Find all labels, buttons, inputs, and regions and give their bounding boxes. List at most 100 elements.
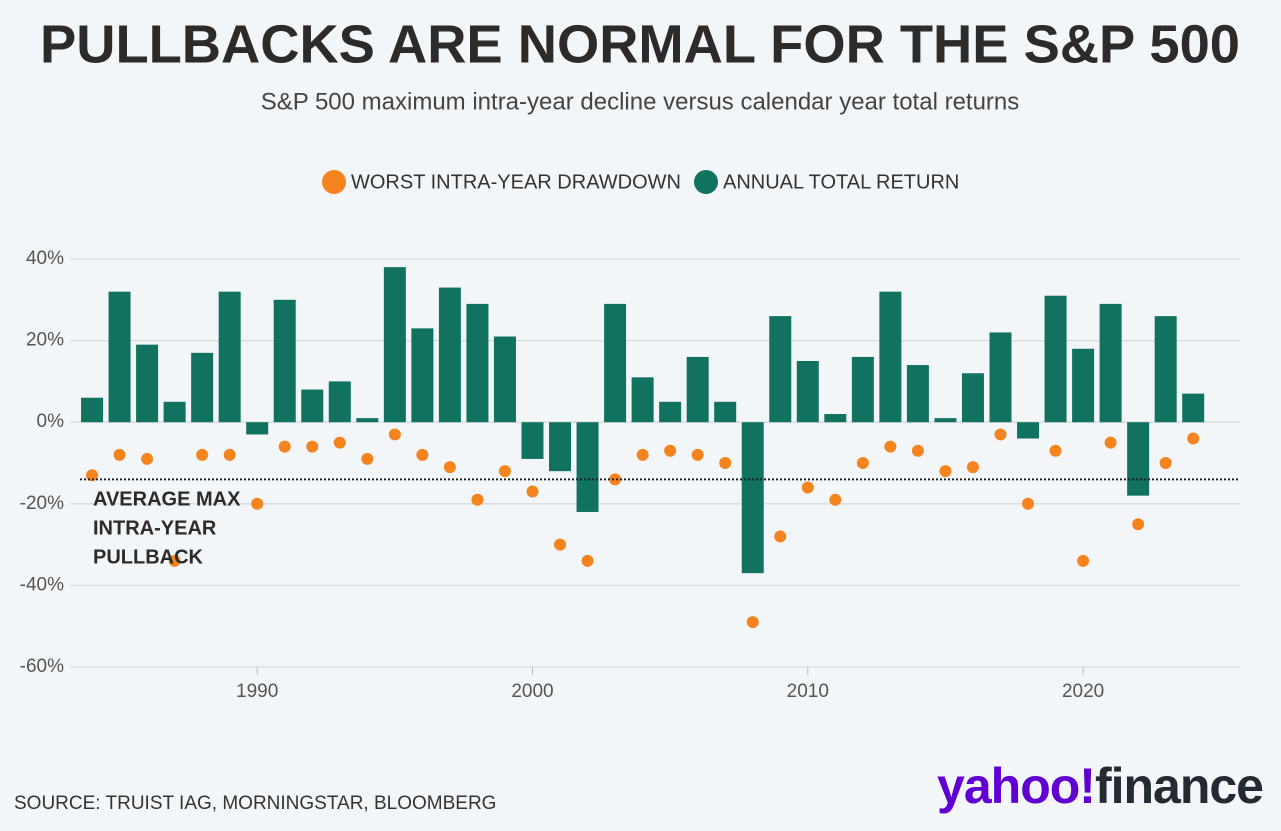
bar <box>1017 422 1040 439</box>
dot <box>278 440 291 453</box>
logo-part: yahoo! <box>937 758 1095 814</box>
x-tick-label: 2000 <box>511 681 553 702</box>
bar <box>301 389 324 423</box>
dot <box>801 481 814 494</box>
dot <box>333 436 346 449</box>
dot <box>86 469 99 482</box>
x-tick-label: 2020 <box>1062 681 1104 702</box>
dot <box>609 473 622 486</box>
bar <box>686 356 709 423</box>
bar <box>1044 295 1067 423</box>
dot <box>498 465 511 478</box>
legend-marker <box>322 170 346 194</box>
bar <box>466 303 489 423</box>
dot <box>1187 432 1200 445</box>
bar <box>383 267 406 423</box>
dot <box>636 448 649 461</box>
bar <box>328 381 351 423</box>
bar <box>1127 422 1150 496</box>
bar <box>659 401 682 423</box>
bar <box>714 401 737 423</box>
bar <box>108 291 131 423</box>
y-tick-label: -60% <box>20 656 64 677</box>
dot <box>416 448 429 461</box>
dot <box>1159 457 1172 469</box>
bar <box>604 303 627 423</box>
dot <box>141 452 154 465</box>
dot <box>966 461 979 474</box>
dot <box>471 493 484 506</box>
dot <box>388 428 401 441</box>
dot <box>443 461 456 474</box>
dot <box>1049 444 1062 457</box>
logo-part: finance <box>1095 758 1263 814</box>
bar <box>549 422 572 472</box>
bar <box>824 414 847 423</box>
annotation: AVERAGE MAX <box>93 488 241 510</box>
legend-marker <box>694 170 718 194</box>
dot <box>581 554 594 567</box>
dot <box>664 444 677 457</box>
bar <box>356 418 379 423</box>
dot <box>746 616 759 629</box>
legend-label: WORST INTRA-YEAR DRAWDOWN <box>351 171 681 193</box>
dot <box>911 444 924 457</box>
bar <box>1072 348 1095 423</box>
source: SOURCE: TRUIST IAG, MORNINGSTAR, BLOOMBE… <box>14 793 496 814</box>
bar <box>81 397 104 423</box>
bar <box>879 291 902 423</box>
bar <box>1154 316 1177 423</box>
bar <box>741 422 764 574</box>
bar <box>989 332 1012 423</box>
chart-title: PULLBACKS ARE NORMAL FOR THE S&P 500 <box>40 14 1240 74</box>
dot <box>774 530 787 543</box>
dot <box>856 457 869 469</box>
bar <box>136 344 159 423</box>
bar <box>576 422 599 512</box>
bar <box>934 418 957 423</box>
logo: yahoo!finance <box>937 758 1263 814</box>
bar <box>218 291 241 423</box>
dot <box>994 428 1007 441</box>
dot <box>1077 554 1090 567</box>
y-tick-label: 0% <box>37 411 65 432</box>
bar <box>1099 303 1122 423</box>
x-tick-label: 1990 <box>236 681 278 702</box>
bar <box>906 365 929 423</box>
dot <box>1022 497 1035 510</box>
dot <box>306 440 319 453</box>
bar <box>851 356 874 423</box>
dot <box>884 440 897 453</box>
dot <box>719 457 732 469</box>
bar <box>191 352 214 423</box>
y-tick-label: -40% <box>20 574 64 595</box>
bar <box>961 373 984 423</box>
dot <box>223 448 236 461</box>
bar <box>438 287 461 423</box>
dot <box>1132 518 1145 531</box>
bar <box>521 422 544 459</box>
chart-subtitle: S&P 500 maximum intra-year decline versu… <box>261 88 1020 115</box>
dot <box>554 538 567 551</box>
dot <box>196 448 209 461</box>
dot <box>113 448 126 461</box>
x-tick-label: 2010 <box>787 681 829 702</box>
annotation: INTRA-YEAR <box>93 517 217 539</box>
dot <box>829 493 842 506</box>
dot <box>691 448 704 461</box>
dot <box>1104 436 1117 449</box>
annotation: PULLBACK <box>93 546 204 568</box>
bar <box>411 328 434 423</box>
bar <box>273 299 296 423</box>
y-tick-label: 40% <box>26 248 64 269</box>
y-tick-label: 20% <box>26 330 64 351</box>
legend-label: ANNUAL TOTAL RETURN <box>723 171 959 193</box>
dot <box>168 554 181 567</box>
bar <box>1182 393 1205 423</box>
bar <box>246 422 269 435</box>
dot <box>361 452 374 465</box>
bar <box>163 401 186 423</box>
y-tick-label: -20% <box>20 493 64 514</box>
